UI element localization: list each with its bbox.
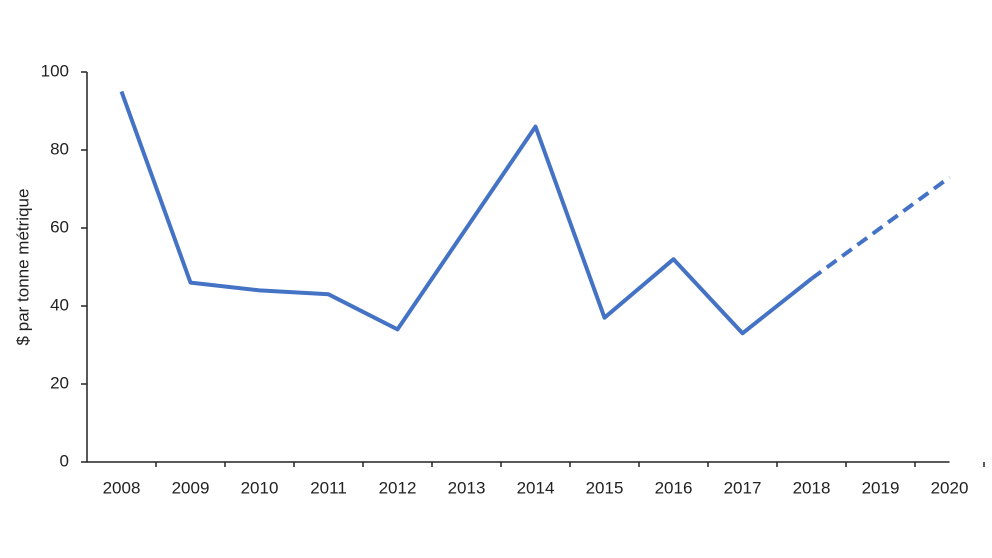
y-tick-label: 100 — [41, 61, 69, 80]
y-tick-label: 80 — [50, 139, 69, 158]
x-tick-label: 2016 — [655, 478, 693, 497]
x-tick-label: 2012 — [379, 478, 417, 497]
x-tick-label: 2017 — [724, 478, 762, 497]
x-tick-label: 2020 — [931, 478, 969, 497]
x-tick-label: 2008 — [103, 478, 141, 497]
x-tick-label: 2009 — [172, 478, 210, 497]
x-tick-label: 2019 — [862, 478, 900, 497]
data-line — [119, 90, 813, 336]
y-tick-label: 40 — [50, 295, 69, 314]
x-tick-label: 2013 — [448, 478, 486, 497]
y-tick-label: 0 — [60, 451, 69, 470]
x-tick-label: 2014 — [517, 478, 555, 497]
y-tick-label: 60 — [50, 217, 69, 236]
x-tick-label: 2010 — [241, 478, 279, 497]
y-axis-label: $ par tonne métrique — [13, 189, 32, 346]
y-tick-label: 20 — [50, 373, 69, 392]
forecast-line — [810, 175, 951, 281]
x-tick-label: 2015 — [586, 478, 624, 497]
x-tick-label: 2011 — [310, 478, 347, 497]
x-tick-label: 2018 — [793, 478, 831, 497]
